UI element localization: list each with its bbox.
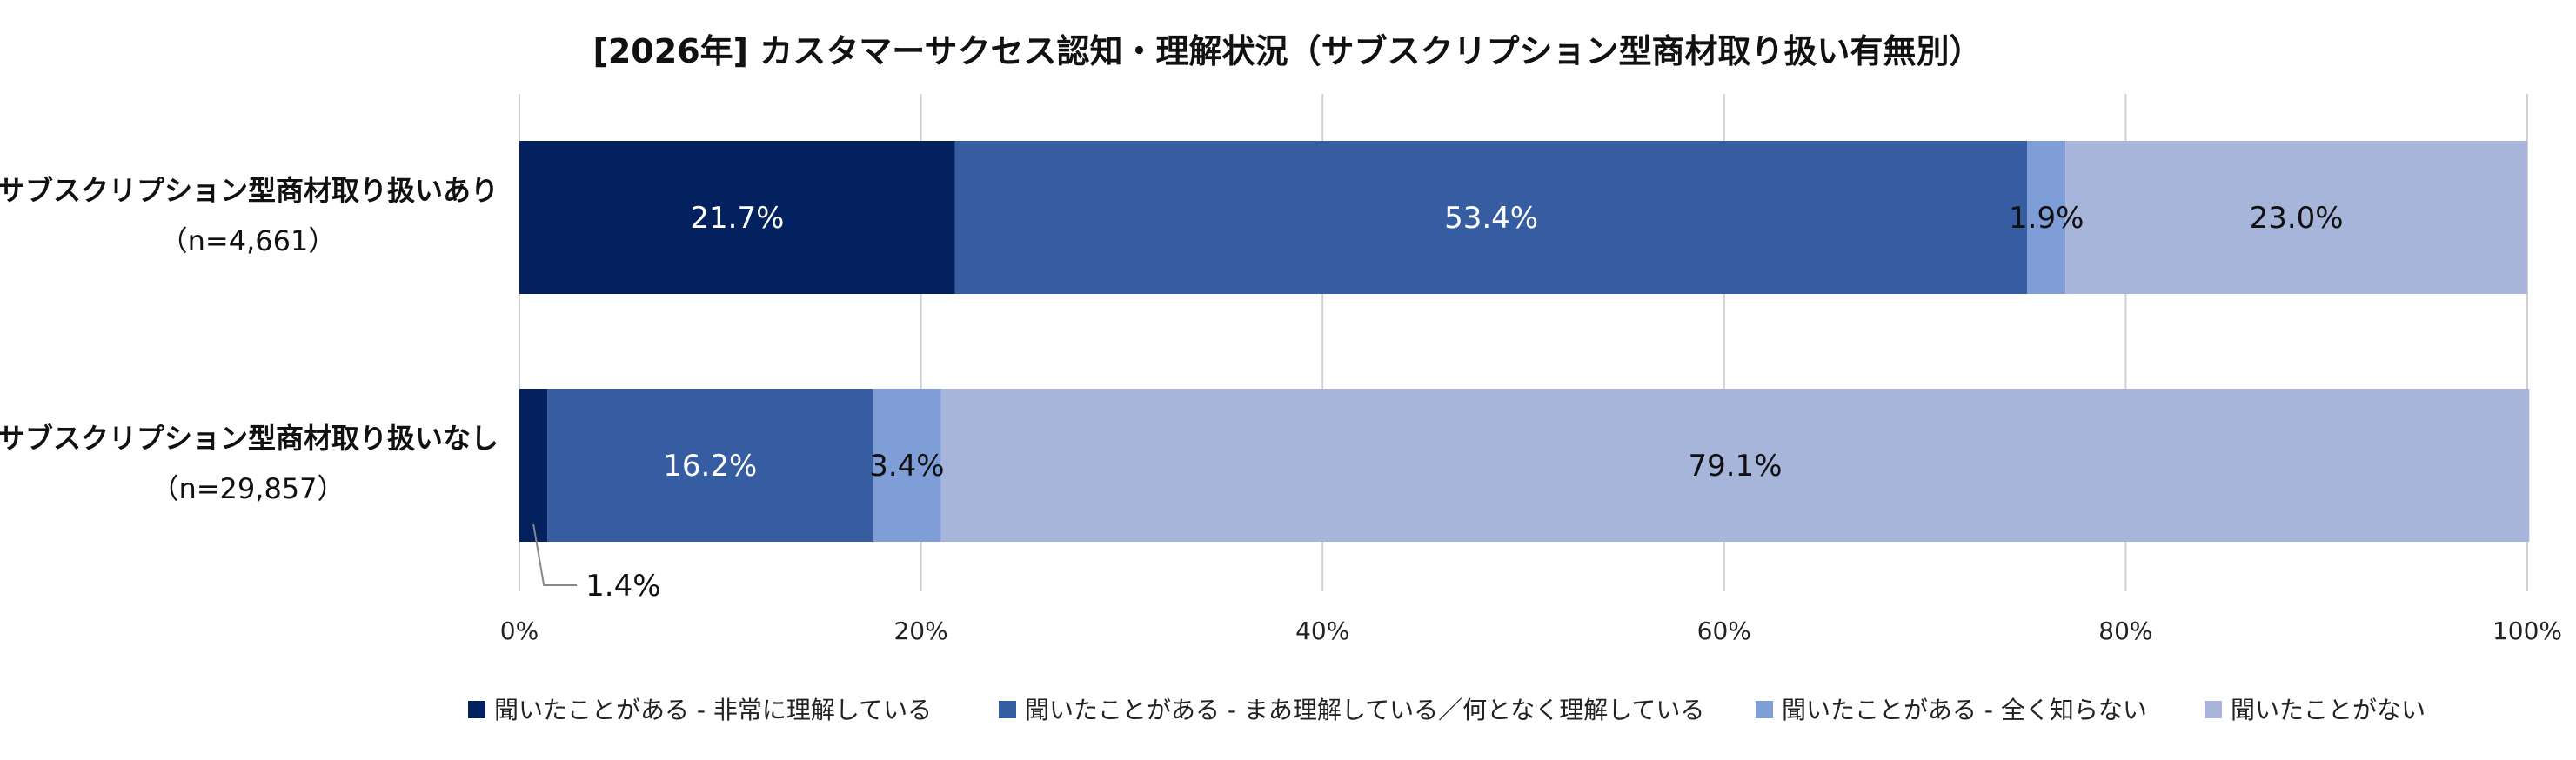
data-label: 21.7% <box>690 201 784 236</box>
data-label: 16.2% <box>663 449 757 483</box>
category-sample-size: （n=29,857） <box>151 472 345 505</box>
legend-swatch <box>2205 701 2222 718</box>
bar-segment <box>2027 141 2066 294</box>
legend-label: 聞いたことがある - まあ理解している／何となく理解している <box>1025 696 1704 724</box>
x-tick-label: 20% <box>893 617 947 645</box>
x-tick-label: 80% <box>2098 617 2152 645</box>
x-axis-ticks: 0% 20% 40% 60% 80% 100% <box>500 617 2562 645</box>
legend-swatch <box>468 701 485 718</box>
category-label: サブスクリプション型商材取り扱いなし <box>0 422 498 455</box>
legend-swatch <box>999 701 1016 718</box>
leader-line <box>532 523 578 586</box>
data-label: 3.4% <box>869 449 944 483</box>
x-tick-label: 100% <box>2492 617 2562 645</box>
bar-segment <box>519 389 548 542</box>
bar-segment <box>547 389 873 542</box>
legend-label: 聞いたことがある - 非常に理解している <box>494 696 932 724</box>
legend-swatch <box>1756 701 1773 718</box>
data-label: 79.1% <box>1688 449 1782 483</box>
bars <box>519 141 2530 542</box>
category-labels: サブスクリプション型商材取り扱いあり （n=4,661） サブスクリプション型商材取… <box>0 174 498 505</box>
data-label: 23.0% <box>2250 201 2344 236</box>
category-label: サブスクリプション型商材取り扱いあり <box>0 174 498 207</box>
legend: 聞いたことがある - 非常に理解している 聞いたことがある - まあ理解している／… <box>468 696 2425 724</box>
data-label: 1.4% <box>585 569 660 603</box>
bar-segment <box>519 141 955 294</box>
category-sample-size: （n=4,661） <box>160 224 337 257</box>
x-tick-label: 0% <box>500 617 539 645</box>
legend-label: 聞いたことがない <box>2231 696 2425 724</box>
chart-title: [2026年] カスタマーサクセス認知・理解状況（サブスクリプション型商材取り扱… <box>593 32 1983 70</box>
data-labels: 21.7% 53.4% 1.9% 23.0% 1.4% 16.2% 3.4% 79.1% <box>532 201 2344 603</box>
data-label: 1.9% <box>2009 201 2084 236</box>
legend-label: 聞いたことがある - 全く知らない <box>1782 696 2147 724</box>
data-label: 53.4% <box>1444 201 1538 236</box>
x-tick-label: 40% <box>1295 617 1349 645</box>
bar-segment <box>954 141 2028 294</box>
bar-segment <box>940 389 2530 542</box>
x-tick-label: 60% <box>1697 617 1751 645</box>
bar-segment <box>2065 141 2527 294</box>
bar-segment <box>873 389 941 542</box>
